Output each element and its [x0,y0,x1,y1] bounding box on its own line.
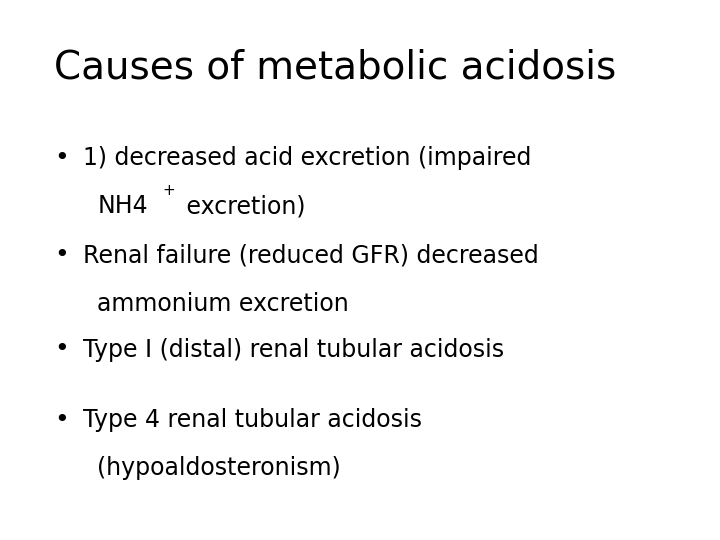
Text: +: + [163,183,175,198]
Text: Renal failure (reduced GFR) decreased: Renal failure (reduced GFR) decreased [83,243,539,267]
Text: 1) decreased acid excretion (impaired: 1) decreased acid excretion (impaired [83,146,531,170]
Text: NH4: NH4 [97,194,148,218]
Text: •: • [54,408,68,431]
Text: •: • [54,243,68,267]
Text: Type I (distal) renal tubular acidosis: Type I (distal) renal tubular acidosis [83,338,504,361]
Text: (hypoaldosteronism): (hypoaldosteronism) [97,456,341,480]
Text: •: • [54,338,68,361]
Text: ammonium excretion: ammonium excretion [97,292,349,315]
Text: excretion): excretion) [179,194,305,218]
Text: •: • [54,146,68,170]
Text: Type 4 renal tubular acidosis: Type 4 renal tubular acidosis [83,408,422,431]
Text: Causes of metabolic acidosis: Causes of metabolic acidosis [54,49,616,86]
